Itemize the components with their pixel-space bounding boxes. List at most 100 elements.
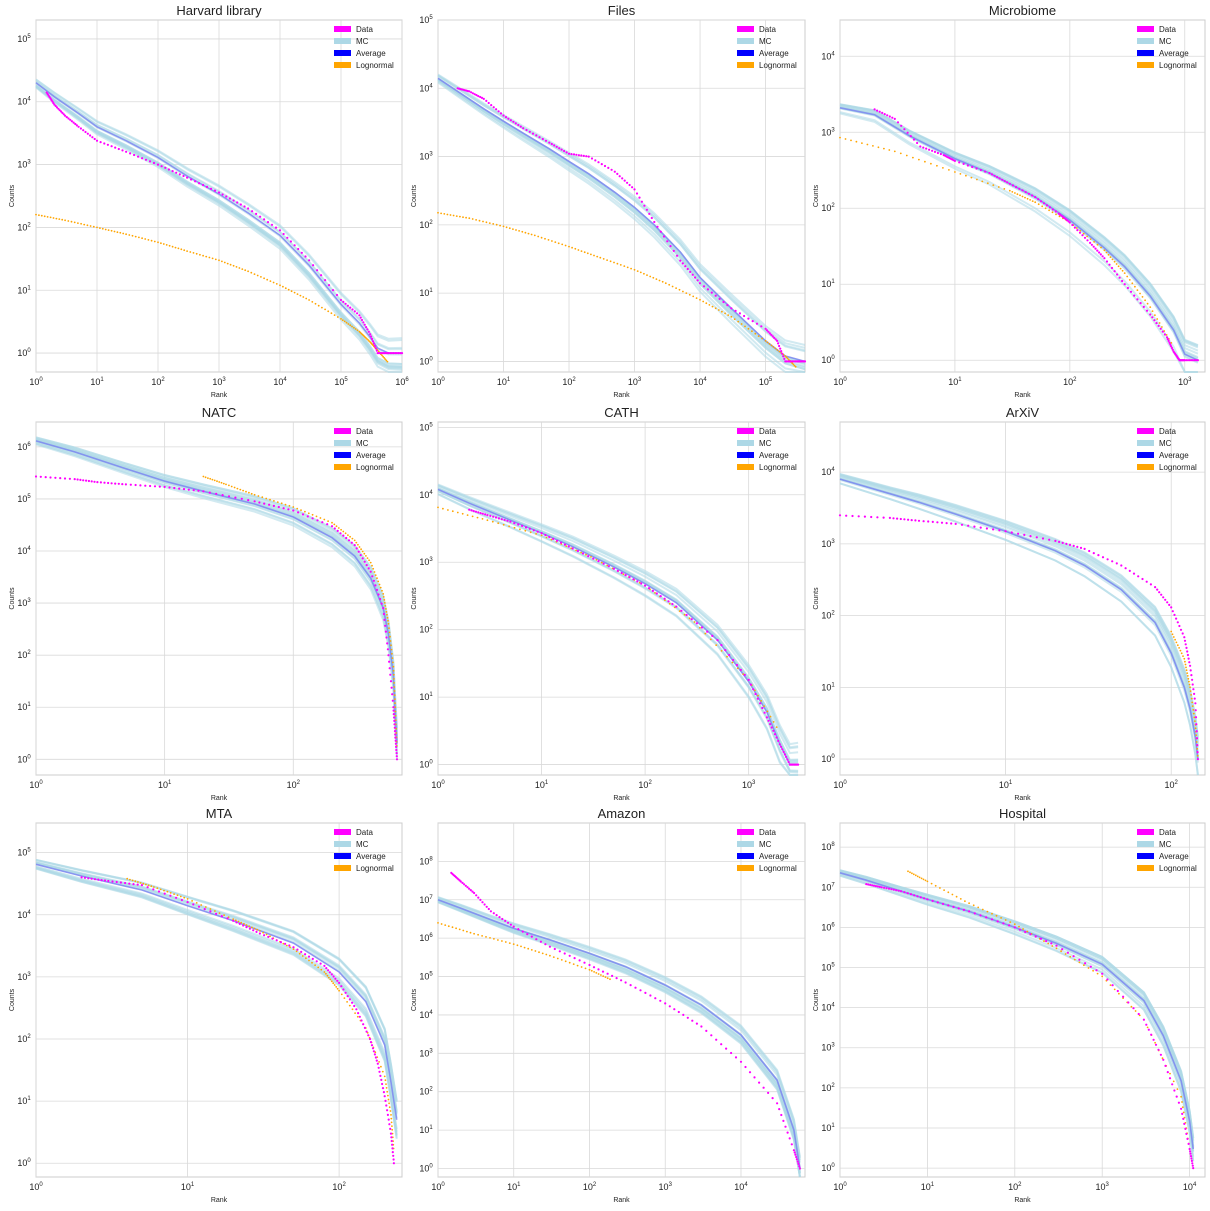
data-point	[512, 120, 515, 123]
x-tick-label: 102	[1008, 1182, 1022, 1192]
y-axis-label: Counts	[813, 184, 820, 207]
data-point	[676, 254, 679, 257]
data-point	[886, 114, 889, 117]
data-point	[1196, 751, 1199, 754]
data-point	[235, 921, 238, 924]
lognormal-point	[327, 520, 329, 522]
data-point	[320, 274, 323, 277]
mc-curve	[437, 899, 801, 1173]
lognormal-point	[584, 967, 587, 970]
lognormal-point	[1058, 215, 1061, 218]
legend-label: Average	[1159, 852, 1189, 861]
lognormal-point	[242, 489, 245, 492]
data-point	[215, 492, 218, 495]
data-point	[301, 513, 305, 516]
lognormal-point	[462, 929, 465, 932]
data-point	[353, 544, 356, 547]
legend-label: Lognormal	[1159, 463, 1197, 472]
data-point	[377, 1066, 380, 1069]
lognormal-point	[191, 900, 194, 902]
data-point	[876, 516, 879, 519]
y-tick-exponent: 2	[429, 220, 433, 226]
data-point	[238, 922, 241, 926]
lognormal-point	[1055, 213, 1057, 216]
data-point	[794, 1153, 797, 1156]
mc-curve	[839, 478, 1199, 763]
y-tick-exponent: 2	[429, 625, 433, 631]
lognormal-point	[1126, 275, 1129, 278]
lognormal-point	[107, 229, 110, 232]
lognormal-point	[340, 528, 342, 531]
lognormal-point	[516, 944, 519, 947]
data-point	[565, 151, 568, 154]
mc-curve	[437, 484, 799, 749]
data-point	[388, 660, 391, 663]
chart-title: CATH	[604, 405, 638, 420]
lognormal-point	[378, 583, 381, 586]
data-point	[349, 306, 352, 309]
data-point	[386, 1109, 389, 1112]
lognormal-point	[239, 488, 242, 491]
data-point	[463, 883, 466, 886]
data-point	[785, 755, 788, 759]
data-point	[751, 320, 754, 323]
y-axis-label: Counts	[9, 988, 16, 1011]
lognormal-point	[236, 487, 239, 490]
lognormal-point	[311, 961, 313, 964]
lognormal-point	[754, 689, 756, 692]
data-point	[602, 562, 605, 565]
lognormal-point	[1193, 716, 1196, 719]
lognormal-point	[293, 291, 296, 294]
y-tick-exponent: 1	[831, 682, 835, 688]
lognormal-point	[128, 234, 131, 236]
data-point	[903, 128, 906, 131]
lognormal-point	[737, 320, 740, 323]
data-point	[616, 172, 619, 175]
lognormal-point	[1183, 1116, 1186, 1119]
lognormal-point	[134, 880, 137, 883]
lognormal-point	[458, 928, 461, 931]
lognormal-point	[442, 507, 444, 510]
lognormal-point	[590, 969, 593, 972]
data-point	[384, 1099, 387, 1102]
data-point	[1167, 339, 1170, 342]
lognormal-point	[1136, 289, 1139, 291]
data-point	[93, 878, 97, 881]
lognormal-point	[1101, 975, 1104, 978]
data-point	[912, 138, 916, 141]
data-point	[297, 247, 300, 251]
y-tick-exponent: 4	[831, 1003, 835, 1009]
data-point	[503, 518, 506, 522]
lognormal-point	[924, 160, 926, 163]
lognormal-point	[899, 152, 902, 155]
data-point	[1191, 678, 1194, 681]
legend-swatch	[334, 452, 351, 458]
lognormal-point	[492, 223, 495, 225]
lognormal-point	[299, 294, 302, 297]
data-point	[507, 117, 510, 120]
data-point	[1073, 226, 1076, 229]
data-point	[152, 161, 156, 165]
lognormal-point	[682, 290, 684, 293]
data-point	[541, 137, 544, 141]
data-point	[1168, 1077, 1172, 1080]
lognormal-point	[1031, 200, 1034, 203]
x-tick-label: 104	[734, 1182, 748, 1192]
lognormal-point	[1156, 318, 1159, 320]
lognormal-point	[1026, 197, 1029, 200]
data-point	[498, 916, 501, 919]
data-point	[1173, 1089, 1176, 1092]
lognormal-point	[317, 966, 320, 969]
data-point	[620, 979, 623, 982]
data-point	[1155, 322, 1158, 325]
lognormal-point	[335, 986, 338, 988]
data-point	[359, 554, 362, 557]
data-point	[1039, 937, 1042, 940]
data-point	[558, 147, 561, 150]
lognormal-point	[791, 362, 794, 365]
data-point	[1058, 540, 1061, 544]
y-tick-exponent: 2	[831, 1083, 835, 1089]
x-axis-label: Rank	[211, 795, 228, 802]
lognormal-point	[461, 512, 464, 515]
data-point	[896, 517, 899, 520]
